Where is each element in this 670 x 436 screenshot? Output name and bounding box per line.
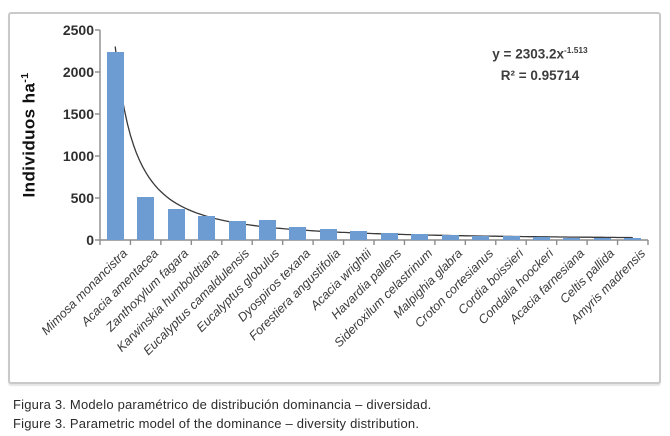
bar [380,233,398,240]
bar [593,237,611,240]
bar [258,220,276,240]
figure-caption: Figura 3. Modelo paramétrico de distribu… [13,395,431,433]
bar [441,235,459,240]
equation-line: y = 2303.2x-1.513 [390,40,670,65]
r-squared-line: R² = 0.95714 [500,67,580,83]
trendline-curve [114,46,633,239]
caption-spanish: Figura 3. Modelo paramétrico de distribu… [13,397,432,412]
bar [198,215,216,240]
chart-frame: Individuos ha-1 0 500 1000 1500 2000 2500 Mim… [8,12,661,384]
equation-exponent: -1.513 [564,45,588,55]
axes-and-trendline [95,29,649,245]
trendline-annotation: y = 2303.2x-1.513 R² = 0.95714 [390,40,670,86]
caption-english: Figure 3. Parametric model of the domina… [13,416,420,431]
y-axis-tick-label: 500 [70,190,94,206]
bar [228,220,246,240]
y-axis-tick-label: 2000 [62,64,94,80]
y-axis-tick-label: 1500 [62,106,94,122]
y-axis-tick-label: 0 [86,232,94,248]
equation-base: y = 2303.2x [492,46,564,62]
bar [624,238,642,240]
bar [350,230,368,240]
bar [472,236,490,240]
bar [502,236,520,240]
plot-area [100,30,648,240]
bar [319,228,337,240]
bar [411,234,429,240]
bar [289,226,307,240]
bar [167,208,185,240]
bar [532,237,550,240]
y-axis-tick-label: 1000 [62,148,94,164]
y-axis-tick-label: 2500 [62,22,94,38]
bar [563,237,581,240]
bar [106,51,124,240]
bar [137,197,155,240]
